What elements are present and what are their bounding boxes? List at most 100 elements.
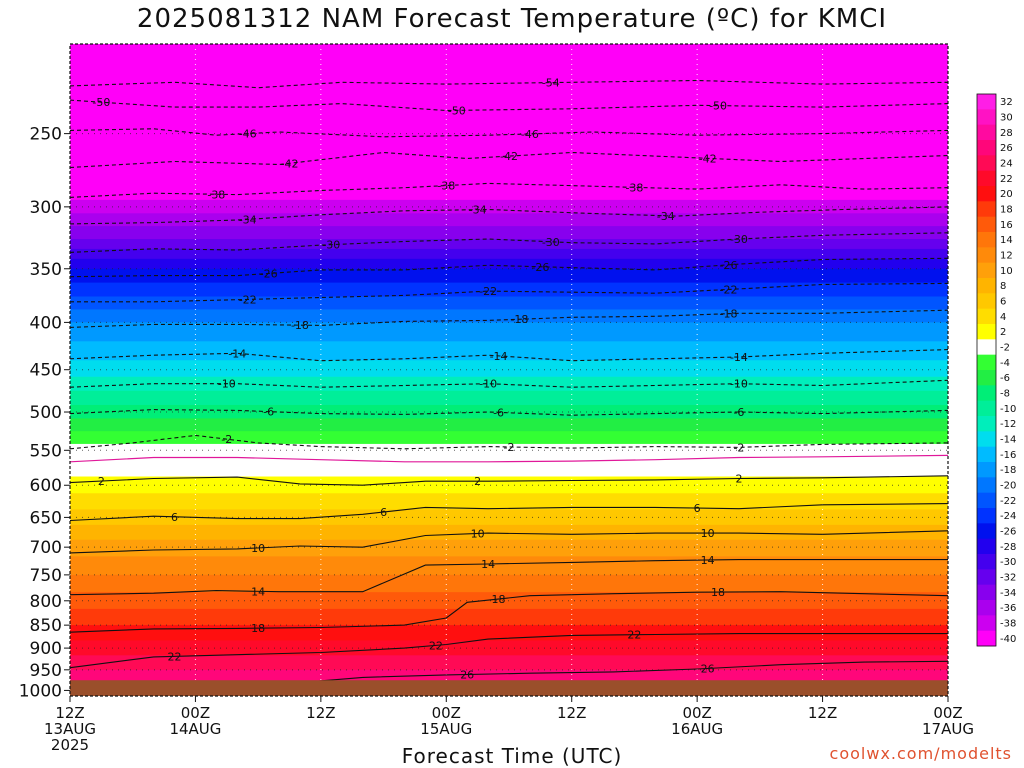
colorbar-label: 30 [1000, 113, 1013, 124]
colorbar-swatch [977, 232, 996, 248]
colorbar-label: 10 [1000, 266, 1013, 277]
y-tick-label: 650 [30, 508, 62, 528]
contour-label: -30 [322, 239, 340, 252]
contour-label: -26 [260, 267, 278, 280]
colorbar-swatch [977, 293, 996, 310]
contour-label: -50 [92, 96, 110, 109]
colorbar-label: -24 [1000, 511, 1016, 522]
colorbar-swatch [977, 538, 996, 555]
chart-title: 2025081312 NAM Forecast Temperature (ºC)… [136, 4, 888, 34]
colorbar-swatch [977, 155, 996, 172]
contour-label: -26 [531, 261, 549, 274]
contour-label: -10 [730, 378, 748, 391]
colorbar-label: -10 [1000, 404, 1016, 415]
temp-band [70, 226, 948, 240]
contour-label: -50 [709, 100, 727, 113]
isotherm-10 [70, 530, 948, 554]
x-tick-label: 16AUG [671, 720, 723, 738]
colorbar-swatch [977, 416, 996, 432]
colorbar-swatch [977, 400, 996, 417]
colorbar: 32 30 28 26 24 22 20 18 16 14 12 10 8 6 4 2 -2 -4 -6 -8 -10 -… [976, 93, 1016, 647]
temp-band [70, 608, 948, 626]
colorbar-label: 14 [1000, 235, 1013, 246]
contour-label: 26 [701, 662, 715, 675]
temp-band [70, 341, 948, 361]
x-tick-label: 00Z [432, 704, 461, 722]
temp-band [70, 322, 948, 342]
x-tick-label: 00Z [682, 704, 711, 722]
colorbar-swatch [977, 600, 996, 616]
x-tick-label: 00Z [181, 704, 210, 722]
colorbar-swatch [977, 278, 996, 294]
temp-band [70, 44, 948, 69]
contour-label: -42 [500, 150, 518, 163]
colorbar-label: -12 [1000, 419, 1016, 430]
temp-band [70, 376, 948, 392]
colorbar-swatch [977, 630, 996, 647]
colorbar-swatch [977, 247, 996, 264]
isotherm-14 [70, 559, 948, 596]
colorbar-label: 24 [1000, 159, 1013, 170]
contour-label: -6 [263, 406, 274, 419]
x-tick-label: 12Z [808, 704, 837, 722]
x-tick-label: 15AUG [420, 720, 472, 738]
contour-label: 10 [471, 528, 485, 541]
colorbar-swatch [977, 446, 996, 463]
isotherm-2 [70, 475, 948, 486]
contour-label: 14 [701, 554, 715, 567]
temp-band [70, 171, 948, 187]
temp-band [70, 141, 948, 158]
isotherm-22 [70, 633, 948, 669]
y-tick-label: 550 [30, 441, 62, 461]
y-tick-label: 300 [30, 198, 62, 218]
colorbar-label: -34 [1000, 588, 1016, 599]
colorbar-frame [976, 93, 997, 647]
y-tick-label: 500 [30, 403, 62, 423]
colorbar-swatch [977, 140, 996, 156]
colorbar-swatch [977, 339, 996, 356]
credit-link[interactable]: coolwx.com/modelts [829, 744, 1012, 763]
colorbar-swatch [977, 216, 996, 233]
colorbar-swatch [977, 385, 996, 402]
y-axis: 250 300 350 400 450 500 550 600 650 700 750 800 850 9… [19, 125, 70, 701]
contour-label: 6 [380, 506, 387, 519]
contour-label: 18 [711, 586, 725, 599]
contour-label: 18 [492, 593, 506, 606]
colorbar-swatch [977, 94, 996, 110]
temp-band [70, 108, 948, 126]
temp-band [70, 390, 948, 406]
contour-label: -34 [657, 210, 675, 223]
contour-label: 10 [251, 542, 265, 555]
contour-label: -38 [207, 188, 225, 201]
contour-label: 6 [694, 502, 701, 515]
temp-band [70, 360, 948, 378]
x-tick-label: 13AUG [44, 720, 96, 738]
colorbar-label: -20 [1000, 481, 1016, 492]
contour-label: -34 [469, 204, 487, 217]
contour-label: -6 [733, 406, 744, 419]
x-tick-label: 12Z [557, 704, 586, 722]
colorbar-swatch [977, 262, 996, 279]
contour-label: -42 [699, 152, 717, 165]
colorbar-swatch [977, 462, 996, 478]
temp-band [70, 309, 948, 323]
colorbar-label: -16 [1000, 450, 1016, 461]
contour-label: 2 [98, 475, 105, 488]
colorbar-label: 8 [1000, 281, 1006, 292]
colorbar-swatch [977, 615, 996, 632]
y-tick-label: 600 [30, 476, 62, 496]
colorbar-label: -38 [1000, 619, 1016, 630]
colorbar-label: 2 [1000, 327, 1006, 338]
temp-band [70, 574, 948, 593]
contour-label: -18 [510, 313, 528, 326]
contour-label: -26 [720, 259, 738, 272]
colorbar-swatch [977, 431, 996, 448]
y-tick-label: 850 [30, 616, 62, 636]
contour-label: -50 [448, 104, 466, 117]
contour-label: -22 [239, 293, 257, 306]
colorbar-swatch [977, 308, 996, 325]
contour-label: 14 [251, 585, 265, 598]
isotherm--42 [70, 151, 948, 169]
temp-band [70, 258, 948, 270]
